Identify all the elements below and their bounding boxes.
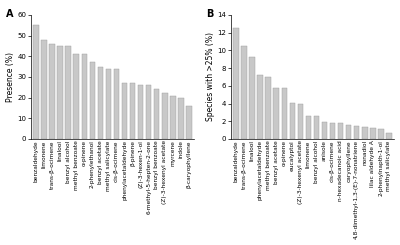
Bar <box>82 54 87 139</box>
Bar <box>122 83 127 139</box>
Bar <box>98 67 103 139</box>
Bar <box>370 128 376 139</box>
Bar <box>249 58 255 139</box>
Bar <box>362 127 368 139</box>
Bar <box>162 94 168 139</box>
Bar <box>306 116 311 139</box>
Y-axis label: Presence (%): Presence (%) <box>6 52 14 102</box>
Bar <box>58 46 63 139</box>
Bar <box>66 46 71 139</box>
Bar <box>314 116 319 139</box>
Bar <box>90 62 95 139</box>
Bar <box>258 75 263 139</box>
Bar <box>106 69 111 139</box>
Bar <box>49 44 55 139</box>
Bar <box>354 126 360 139</box>
Bar <box>146 85 152 139</box>
Bar <box>154 89 160 139</box>
Bar <box>386 133 392 139</box>
Bar <box>282 87 287 139</box>
Bar <box>186 106 192 139</box>
Bar <box>298 104 303 139</box>
Bar <box>378 129 384 139</box>
Bar <box>170 96 176 139</box>
Bar <box>114 69 119 139</box>
Bar <box>41 40 47 139</box>
Bar <box>346 125 352 139</box>
Bar <box>74 54 79 139</box>
Bar <box>233 28 239 139</box>
Bar <box>178 98 184 139</box>
Bar <box>138 85 144 139</box>
Bar <box>338 123 344 139</box>
Text: B: B <box>206 9 213 19</box>
Bar <box>241 46 247 139</box>
Bar <box>274 87 279 139</box>
Y-axis label: Species with >25% (%): Species with >25% (%) <box>206 32 214 122</box>
Bar <box>130 83 135 139</box>
Text: A: A <box>6 9 14 19</box>
Bar <box>330 123 335 139</box>
Bar <box>322 122 327 139</box>
Bar <box>33 25 39 139</box>
Bar <box>266 77 271 139</box>
Bar <box>290 103 295 139</box>
